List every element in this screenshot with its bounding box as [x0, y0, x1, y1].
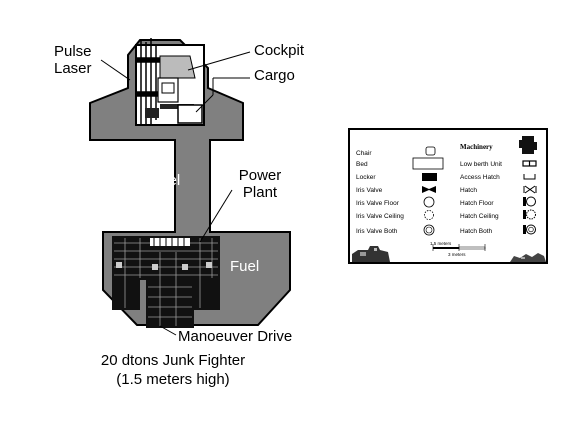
bed-icon: [412, 157, 444, 170]
legend-item-bed: Bed: [356, 161, 368, 168]
legend-item-iris-valve: Iris Valve: [356, 187, 383, 194]
legend-item-iris-valve-both: Iris Valve Both: [356, 228, 398, 235]
power-plant-label-line1: Power: [238, 167, 282, 184]
locker-icon: [422, 173, 437, 181]
legend-symbols: [352, 136, 546, 262]
legend-item-chair: Chair: [356, 150, 372, 157]
legend-item-hatch-floor: Hatch Floor: [460, 200, 494, 207]
iris-valve-floor-icon: [423, 196, 435, 208]
hatch-both-icon: [523, 224, 536, 235]
legend-item-hatch: Hatch: [460, 187, 477, 194]
cargo-box: [177, 104, 203, 124]
access-hatch-icon: [523, 174, 536, 180]
scale-bar: [432, 244, 486, 251]
cockpit-console: [145, 55, 196, 118]
machinery-icon: [519, 136, 537, 154]
power-plant-label: Power Plant: [236, 167, 284, 201]
power-plant-label-line2: Plant: [242, 184, 278, 201]
power-plant-machinery: [112, 236, 220, 328]
decorative-tank-illustration: [352, 246, 390, 262]
scale-label-long: 3 meters: [448, 252, 466, 257]
low-berth-icon: [522, 160, 537, 167]
manoeuver-drive-label: Manoeuver Drive: [178, 328, 293, 345]
fuel-label-left: Fuel: [66, 258, 96, 275]
legend-item-low-berth: Low berth Unit: [460, 161, 502, 168]
hatch-icon: [523, 185, 537, 194]
fuel-label-center: Fuel: [151, 172, 181, 189]
cockpit-label: Cockpit: [254, 42, 305, 59]
fuel-label-right: Fuel: [230, 258, 260, 275]
legend-item-iris-valve-floor: Iris Valve Floor: [356, 200, 399, 207]
leader-lines: [100, 51, 251, 336]
legend-item-iris-valve-ceiling: Iris Valve Ceiling: [356, 213, 404, 220]
legend-item-locker: Locker: [356, 174, 376, 181]
legend-box: Machinery Chair Bed Locker Iris Valve Ir…: [348, 128, 548, 264]
iris-valve-icon: [422, 186, 436, 193]
ship-caption-subtitle: (1.5 meters high): [116, 371, 230, 388]
iris-valve-both-icon: [423, 224, 435, 236]
chair-icon: [425, 146, 436, 156]
scale-label-short: 1.5 meters: [430, 241, 452, 246]
legend-item-hatch-ceiling: Hatch Ceiling: [460, 213, 499, 220]
legend-machinery-heading: Machinery: [460, 143, 493, 151]
decorative-rubble-illustration: [510, 253, 546, 262]
iris-valve-ceiling-icon: [424, 210, 434, 220]
hatch-ceiling-icon: [523, 209, 536, 220]
hatch-floor-icon: [523, 196, 536, 207]
pulse-laser-label-line2: Laser: [54, 60, 92, 77]
legend-item-access-hatch: Access Hatch: [460, 174, 500, 181]
pulse-laser-label: Pulse Laser: [54, 43, 92, 77]
legend-item-hatch-both: Hatch Both: [460, 228, 493, 235]
cargo-label: Cargo: [254, 67, 295, 84]
ship-caption-title: 20 dtons Junk Fighter: [100, 352, 246, 369]
ship-caption: 20 dtons Junk Fighter (1.5 meters high): [88, 351, 258, 389]
pulse-laser-label-line1: Pulse: [54, 43, 92, 60]
